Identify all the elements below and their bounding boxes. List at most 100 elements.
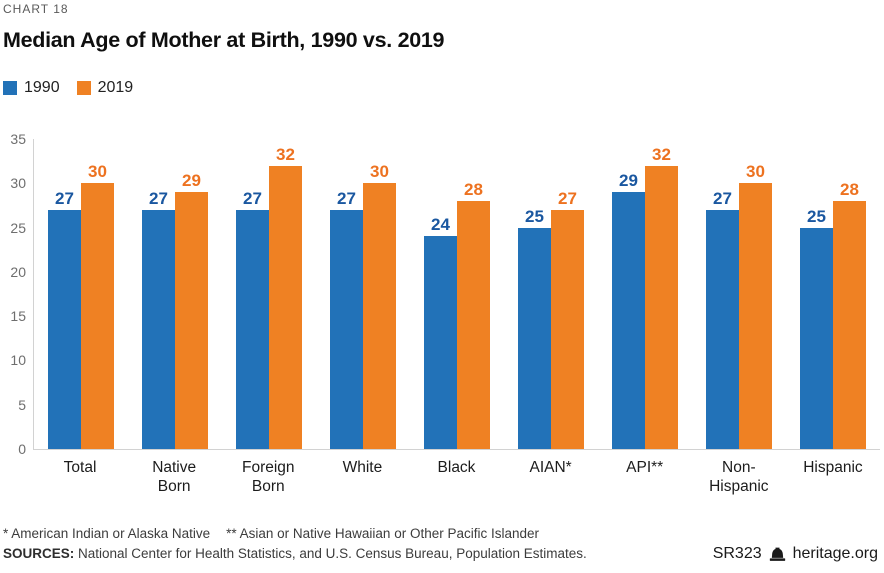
bar-column-1990: 27 xyxy=(330,190,363,449)
bar-value-label: 27 xyxy=(337,188,356,208)
bar-value-label: 27 xyxy=(558,188,577,208)
legend-label: 1990 xyxy=(24,79,60,96)
footnote-aian: * American Indian or Alaska Native xyxy=(3,526,211,541)
bar-1990 xyxy=(424,236,457,449)
footnote-api: ** Asian or Native Hawaiian or Other Pac… xyxy=(226,526,540,541)
category-label: API** xyxy=(626,459,664,476)
bar-2019 xyxy=(833,201,866,449)
bar-value-label: 30 xyxy=(746,162,765,182)
legend-swatch xyxy=(76,81,91,95)
bar-1990 xyxy=(48,209,81,449)
bar-column-2019: 28 xyxy=(457,181,490,449)
bar-group: 27 30 xyxy=(34,163,128,449)
bar-value-label: 32 xyxy=(652,144,671,164)
bar-group: 27 30 xyxy=(316,163,410,449)
bar-group: 29 32 xyxy=(598,146,692,449)
bar-value-label: 25 xyxy=(525,206,544,226)
bar-group: 27 30 xyxy=(692,163,786,449)
sources-line: SOURCES: National Center for Health Stat… xyxy=(3,544,587,564)
legend-swatch xyxy=(3,81,17,95)
bar-2019 xyxy=(81,183,114,449)
bar-column-1990: 27 xyxy=(236,190,269,449)
bar-2019 xyxy=(551,209,584,449)
category-label: AIAN* xyxy=(529,459,572,476)
bar-1990 xyxy=(706,209,739,449)
bar-2019 xyxy=(457,201,490,449)
category-label: Non- Hispanic xyxy=(709,459,769,495)
liberty-bell-icon xyxy=(769,547,785,561)
bar-column-2019: 30 xyxy=(363,163,396,449)
legend-item-1990: 1990 xyxy=(3,79,60,97)
bar-column-1990: 24 xyxy=(424,216,457,449)
chart-area: 0 5 10 15 20 25 30 35 27 30 27 29 27 32 27 30 24 28 25 27 2… xyxy=(10,132,880,457)
footnote-line: * American Indian or Alaska Native ** Asi… xyxy=(3,524,587,544)
site-url: heritage.org xyxy=(792,545,878,562)
bar-1990 xyxy=(612,192,645,449)
bar-value-label: 32 xyxy=(276,144,295,164)
bar-value-label: 30 xyxy=(88,162,107,182)
bar-column-1990: 29 xyxy=(612,172,645,449)
bar-value-label: 24 xyxy=(431,215,450,235)
bar-value-label: 28 xyxy=(840,180,859,199)
x-axis-labels: Total Native Born Foreign Born White Black AI… xyxy=(33,458,880,496)
bar-column-1990: 27 xyxy=(706,190,739,449)
report-id: SR323 xyxy=(712,545,762,562)
bar-value-label: 25 xyxy=(807,206,826,226)
bar-column-1990: 25 xyxy=(800,208,833,449)
bar-1990 xyxy=(330,209,363,449)
bar-value-label: 28 xyxy=(464,180,483,199)
bar-2019 xyxy=(363,183,396,449)
bar-column-1990: 25 xyxy=(518,208,551,449)
bar-column-2019: 32 xyxy=(645,146,678,449)
bar-group: 27 29 xyxy=(128,172,222,449)
bar-2019 xyxy=(739,183,772,449)
sources-text: National Center for Health Statistics, a… xyxy=(74,546,587,561)
bar-value-label: 30 xyxy=(370,162,389,182)
chart-number: CHART 18 xyxy=(3,2,69,16)
bar-1990 xyxy=(142,209,175,449)
footer: * American Indian or Alaska Native ** Asi… xyxy=(3,524,878,564)
bar-column-2019: 32 xyxy=(269,146,302,449)
bar-group: 27 32 xyxy=(222,146,316,449)
y-tick-label: 5 xyxy=(18,396,26,413)
bar-value-label: 29 xyxy=(182,171,201,191)
bar-value-label: 27 xyxy=(149,188,168,208)
bar-column-2019: 28 xyxy=(833,181,866,449)
bar-column-1990: 27 xyxy=(142,190,175,449)
footnotes: * American Indian or Alaska Native ** Asi… xyxy=(3,524,587,564)
bar-1990 xyxy=(518,227,551,449)
bar-2019 xyxy=(645,165,678,449)
sources-label: SOURCES: xyxy=(3,546,75,561)
bar-value-label: 27 xyxy=(243,188,262,208)
y-tick-label: 35 xyxy=(10,131,26,147)
bar-group: 25 28 xyxy=(786,181,880,449)
category-label: Total xyxy=(63,459,97,476)
branding: SR323 heritage.org xyxy=(713,545,878,564)
bar-2019 xyxy=(175,192,208,449)
category-label: White xyxy=(342,459,383,476)
y-tick-label: 25 xyxy=(10,219,26,236)
bar-group: 25 27 xyxy=(504,190,598,449)
legend: 1990 2019 xyxy=(3,79,880,97)
category-label: Hispanic xyxy=(803,459,863,476)
bar-column-1990: 27 xyxy=(48,190,81,449)
y-tick-label: 10 xyxy=(10,352,26,369)
bar-column-2019: 30 xyxy=(739,163,772,449)
bar-1990 xyxy=(800,227,833,449)
chart-title: Median Age of Mother at Birth, 1990 vs. … xyxy=(3,28,445,52)
y-tick-label: 15 xyxy=(10,308,26,325)
bar-value-label: 27 xyxy=(55,188,74,208)
bar-1990 xyxy=(236,209,269,449)
plot-area: 27 30 27 29 27 32 27 30 24 28 25 27 29 32 27 30 25 28 xyxy=(33,139,880,450)
y-tick-label: 20 xyxy=(10,263,26,280)
bar-column-2019: 29 xyxy=(175,172,208,449)
bar-column-2019: 27 xyxy=(551,190,584,449)
y-tick-label: 0 xyxy=(18,441,26,457)
category-label: Native Born xyxy=(152,459,197,495)
bar-value-label: 29 xyxy=(619,171,638,191)
bar-2019 xyxy=(269,165,302,449)
bar-column-2019: 30 xyxy=(81,163,114,449)
category-label: Foreign Born xyxy=(241,459,295,495)
legend-label: 2019 xyxy=(97,79,134,96)
